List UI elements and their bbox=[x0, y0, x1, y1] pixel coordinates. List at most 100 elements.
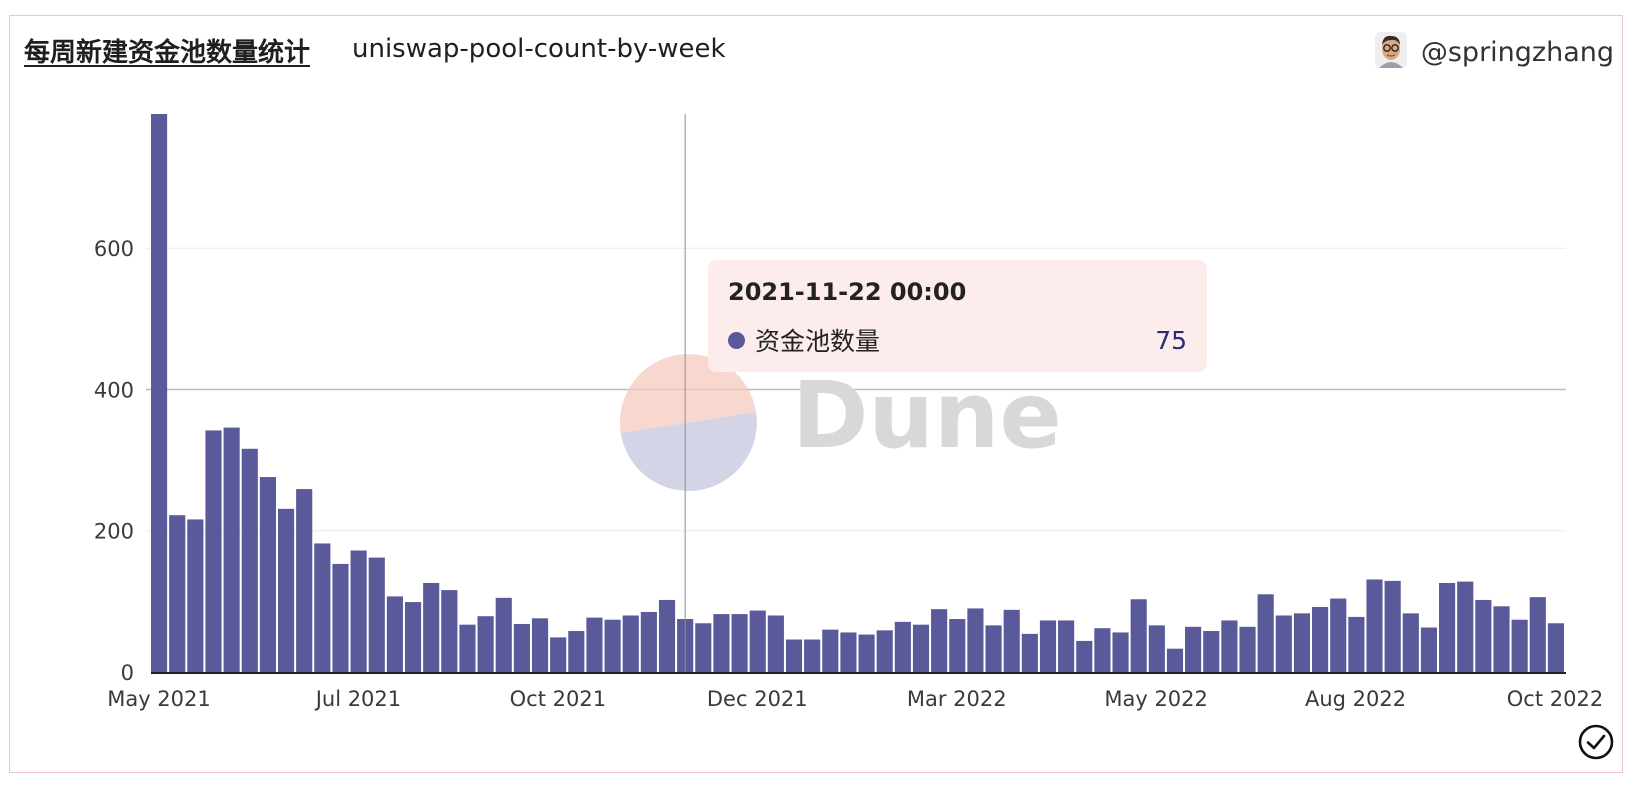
bar bbox=[1076, 640, 1093, 672]
y-axis: 0 200 400 600 bbox=[94, 237, 134, 685]
bar bbox=[151, 114, 168, 672]
bar bbox=[785, 639, 803, 672]
bar bbox=[1547, 623, 1564, 672]
bar bbox=[477, 616, 494, 672]
bar bbox=[949, 619, 966, 672]
bar bbox=[441, 590, 458, 672]
bar bbox=[1275, 615, 1292, 672]
bar bbox=[314, 543, 331, 672]
x-tick-label: Jul 2021 bbox=[314, 687, 401, 711]
bar bbox=[277, 508, 295, 672]
bar bbox=[731, 614, 748, 672]
query-title[interactable]: 每周新建资金池数量统计 bbox=[24, 38, 311, 68]
bar bbox=[822, 629, 839, 672]
x-tick-label: Aug 2022 bbox=[1305, 687, 1406, 711]
bar bbox=[169, 515, 186, 672]
bar bbox=[1493, 606, 1510, 672]
bar bbox=[586, 617, 603, 672]
bar bbox=[1312, 607, 1329, 672]
bar bbox=[640, 611, 657, 672]
tooltip-value: 75 bbox=[1155, 325, 1187, 355]
bar bbox=[1112, 632, 1129, 672]
bar bbox=[713, 614, 730, 672]
tooltip-series-label: 资金池数量 bbox=[755, 327, 881, 356]
bar bbox=[459, 624, 476, 672]
x-tick-label: Oct 2021 bbox=[510, 687, 606, 711]
bar bbox=[876, 630, 893, 672]
bar bbox=[931, 609, 948, 672]
bar bbox=[423, 583, 440, 672]
bar bbox=[350, 550, 367, 672]
bar bbox=[1348, 616, 1365, 672]
y-tick-label: 0 bbox=[121, 661, 134, 685]
bar bbox=[332, 563, 349, 672]
x-tick-label: Oct 2022 bbox=[1507, 687, 1603, 711]
bar bbox=[1402, 613, 1419, 672]
dune-watermark: Dune bbox=[619, 354, 1062, 491]
bar bbox=[840, 632, 857, 672]
bar bbox=[1366, 579, 1383, 672]
bar bbox=[695, 623, 712, 672]
author-name: @springzhang bbox=[1420, 36, 1614, 68]
bar bbox=[1039, 620, 1057, 672]
bar bbox=[804, 639, 821, 672]
bar bbox=[550, 637, 567, 672]
bar bbox=[241, 448, 258, 672]
watermark-circle-bottom bbox=[620, 411, 757, 491]
bar bbox=[1221, 620, 1238, 672]
bar bbox=[622, 615, 639, 672]
bar bbox=[894, 621, 911, 672]
gridlines bbox=[146, 247, 1566, 532]
bar bbox=[386, 596, 403, 672]
bar bbox=[259, 477, 276, 672]
bar bbox=[1203, 631, 1220, 672]
bar bbox=[1094, 628, 1111, 672]
bar bbox=[767, 615, 784, 672]
avatar-icon bbox=[1373, 30, 1409, 74]
bar bbox=[368, 557, 385, 672]
bar bbox=[1439, 583, 1456, 672]
bar bbox=[205, 430, 222, 672]
bar bbox=[223, 427, 240, 672]
bar bbox=[1257, 594, 1274, 672]
bar bbox=[985, 625, 1002, 672]
bar bbox=[187, 519, 204, 672]
x-tick-label: May 2021 bbox=[107, 687, 211, 711]
y-tick-label: 600 bbox=[94, 237, 134, 261]
bar bbox=[967, 608, 984, 672]
bar bbox=[495, 597, 512, 672]
bar bbox=[1529, 597, 1546, 672]
author-link[interactable]: @springzhang bbox=[1373, 30, 1614, 74]
bar bbox=[912, 624, 930, 672]
y-tick-label: 200 bbox=[94, 520, 134, 544]
watermark-circle-top bbox=[619, 354, 756, 434]
tooltip-date: 2021-11-22 00:00 bbox=[728, 278, 967, 306]
bar bbox=[568, 631, 585, 672]
bar bbox=[1457, 581, 1474, 672]
tooltip-series-row: 资金池数量 75 bbox=[728, 322, 1187, 358]
x-tick-label: Mar 2022 bbox=[907, 687, 1007, 711]
x-axis: May 2021 Jul 2021 Oct 2021 Dec 2021 Mar 2022… bbox=[107, 687, 1603, 711]
dashboard-widget-frame bbox=[9, 15, 1623, 773]
bar bbox=[604, 619, 621, 672]
bar bbox=[296, 489, 313, 672]
x-tick-label: Dec 2021 bbox=[707, 687, 808, 711]
x-tick-label: May 2022 bbox=[1104, 687, 1208, 711]
bar bbox=[1058, 620, 1075, 672]
bar bbox=[404, 602, 422, 672]
bar bbox=[1420, 627, 1438, 672]
bar bbox=[531, 618, 549, 672]
bar bbox=[1003, 609, 1020, 672]
check-circle-icon[interactable] bbox=[1577, 723, 1615, 765]
bar bbox=[749, 610, 766, 672]
bar bbox=[1239, 626, 1256, 672]
bar bbox=[513, 623, 530, 672]
bar bbox=[1384, 580, 1401, 672]
bar bbox=[1021, 633, 1038, 672]
bar bbox=[1130, 599, 1147, 672]
bar bbox=[1511, 619, 1528, 672]
watermark-text: Dune bbox=[792, 362, 1062, 469]
bar bbox=[858, 634, 875, 672]
bar bbox=[658, 599, 676, 672]
